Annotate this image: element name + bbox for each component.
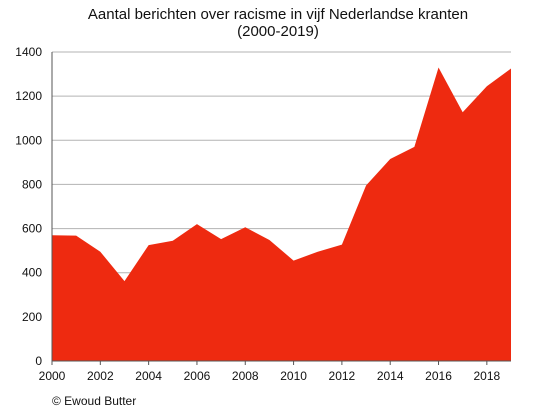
- copyright-credit: © Ewoud Butter: [52, 394, 136, 408]
- y-tick-label-200: 200: [22, 310, 42, 324]
- x-axis-tick-labels: 2000 2002 2004 2006 2008 2010 2012 2014 2016 2018: [39, 361, 501, 383]
- area-series: [52, 67, 511, 361]
- x-tick-label-2012: 2012: [329, 369, 356, 383]
- x-tick-label-2008: 2008: [232, 369, 259, 383]
- y-tick-label-1000: 1000: [15, 133, 42, 147]
- area-fill: [52, 67, 511, 361]
- y-tick-label-0: 0: [35, 354, 42, 368]
- y-tick-label-800: 800: [22, 177, 42, 191]
- y-tick-label-600: 600: [22, 222, 42, 236]
- axes: [51, 52, 511, 362]
- y-tick-label-1200: 1200: [15, 89, 42, 103]
- chart-title: Aantal berichten over racisme in vijf Ne…: [88, 6, 468, 23]
- y-tick-label-400: 400: [22, 266, 42, 280]
- x-tick-label-2002: 2002: [87, 369, 114, 383]
- x-tick-label-2000: 2000: [39, 369, 66, 383]
- y-axis-tick-labels: 0 200 400 600 800 1000 1200 1400: [15, 45, 42, 368]
- x-tick-label-2016: 2016: [425, 369, 452, 383]
- chart-subtitle: (2000-2019): [237, 23, 319, 40]
- x-tick-label-2018: 2018: [473, 369, 500, 383]
- y-tick-label-1400: 1400: [15, 45, 42, 59]
- x-tick-label-2014: 2014: [377, 369, 404, 383]
- x-tick-label-2004: 2004: [135, 369, 162, 383]
- gridlines: [52, 51, 511, 318]
- x-tick-label-2010: 2010: [280, 369, 307, 383]
- x-tick-label-2006: 2006: [184, 369, 211, 383]
